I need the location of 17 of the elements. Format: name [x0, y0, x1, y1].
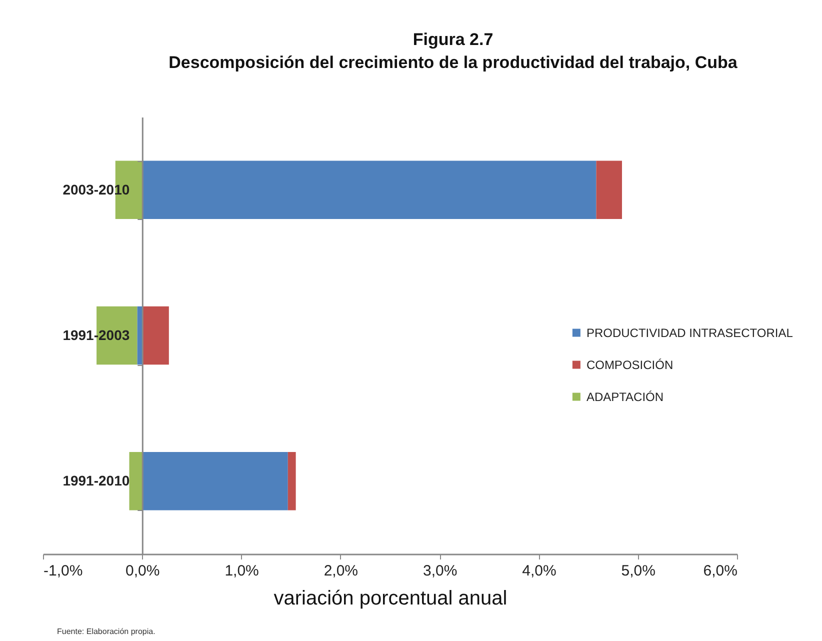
x-tick-label: 0,0% [126, 562, 160, 580]
legend-label: PRODUCTIVIDAD INTRASECTORIAL [586, 326, 794, 340]
chart-subtitle: Descomposición del crecimiento de la productividad del trabajo, Cuba [168, 53, 738, 72]
source-note: Fuente: Elaboración propia. [57, 627, 156, 636]
y-tick-label: 1991-2003 [62, 327, 130, 343]
x-tick-label: 3,0% [422, 562, 458, 580]
legend-label: COMPOSICIÓN [586, 358, 674, 372]
chart-title: Figura 2.7 [412, 30, 494, 49]
y-tick-label: 1991-2010 [62, 472, 130, 489]
x-tick-label: 4,0% [522, 562, 556, 580]
x-axis-title: variación porcentual anual [274, 588, 508, 610]
x-tick-label: -1,0% [44, 562, 83, 580]
x-tick-label: 1,0% [224, 562, 259, 580]
legend-label: ADAPTACIÓN [586, 390, 664, 404]
x-tick-label: 5,0% [621, 562, 656, 580]
x-tick-label: 2,0% [324, 562, 358, 580]
x-tick-label: 6,0% [703, 562, 738, 580]
